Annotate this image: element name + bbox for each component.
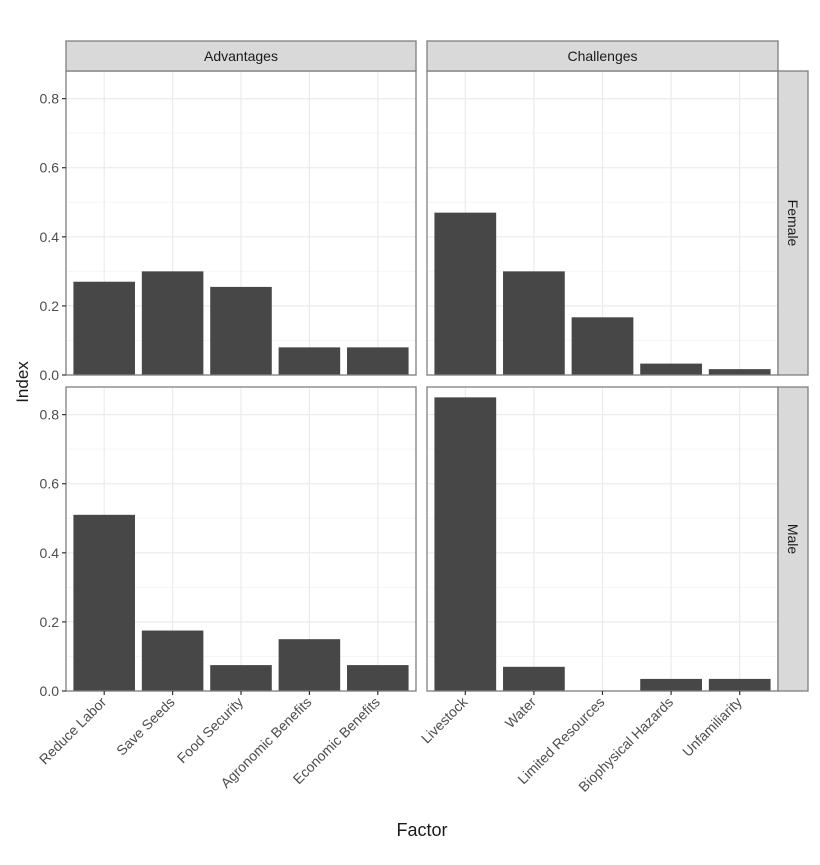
bar-male-challenges-unfamiliarity <box>708 678 771 691</box>
bar-female-advantages-save-seeds <box>141 271 204 375</box>
y-tick-label: 0.0 <box>40 367 60 383</box>
bar-female-challenges-unfamiliarity <box>708 369 771 375</box>
facet-strip-female <box>777 70 809 376</box>
x-tick-label-food-security: Food Security <box>174 694 246 766</box>
bars-layer <box>73 212 771 691</box>
grid-layer <box>66 71 778 692</box>
bar-female-challenges-limited-resources <box>571 317 634 375</box>
x-tick-label-water: Water <box>502 694 540 732</box>
bar-female-challenges-water <box>503 271 565 375</box>
y-tick-label: 0.4 <box>40 545 60 561</box>
facet-strip-advantages <box>65 40 417 72</box>
y-tick-label: 0.6 <box>40 160 60 176</box>
x-axis-title: Factor <box>396 820 447 840</box>
y-tick-label: 0.8 <box>40 407 60 423</box>
y-axis-title: Index <box>13 361 32 403</box>
facet-label-male: Male <box>785 524 801 555</box>
x-tick-label-unfamiliarity: Unfamiliarity <box>679 694 745 760</box>
bar-male-challenges-water <box>503 666 565 691</box>
bar-male-advantages-reduce-labor <box>73 514 135 691</box>
y-tick-label: 0.6 <box>40 476 60 492</box>
strips-layer: Advantages Challenges Female Male <box>65 40 809 692</box>
y-tick-label: 0.8 <box>40 91 60 107</box>
y-tick-label: 0.4 <box>40 229 60 245</box>
facet-strip-male <box>777 386 809 692</box>
facet-label-challenges: Challenges <box>567 48 637 64</box>
facet-label-advantages: Advantages <box>204 48 278 64</box>
facet-label-female: Female <box>785 200 801 247</box>
bar-male-challenges-livestock <box>434 397 497 691</box>
bar-male-challenges-biophysical-hazards <box>640 678 702 691</box>
bar-male-advantages-save-seeds <box>141 630 204 691</box>
bar-female-challenges-livestock <box>434 212 497 375</box>
bar-male-advantages-economic-benefits <box>347 665 409 691</box>
bar-female-challenges-biophysical-hazards <box>640 363 702 375</box>
facet-strip-challenges <box>426 40 779 72</box>
x-tick-label-livestock: Livestock <box>418 693 471 746</box>
y-tick-label: 0.2 <box>40 614 60 630</box>
bar-female-advantages-food-security <box>210 286 272 375</box>
bar-male-advantages-food-security <box>210 665 272 691</box>
bar-male-advantages-agronomic-benefits <box>278 639 341 691</box>
x-tick-label-reduce-labor: Reduce Labor <box>36 694 110 768</box>
x-tick-label-save-seeds: Save Seeds <box>113 694 178 759</box>
bar-female-advantages-economic-benefits <box>347 347 409 375</box>
bar-female-advantages-agronomic-benefits <box>278 347 341 375</box>
bar-female-advantages-reduce-labor <box>73 281 135 375</box>
y-tick-label: 0.0 <box>40 683 60 699</box>
y-tick-label: 0.2 <box>40 298 60 314</box>
